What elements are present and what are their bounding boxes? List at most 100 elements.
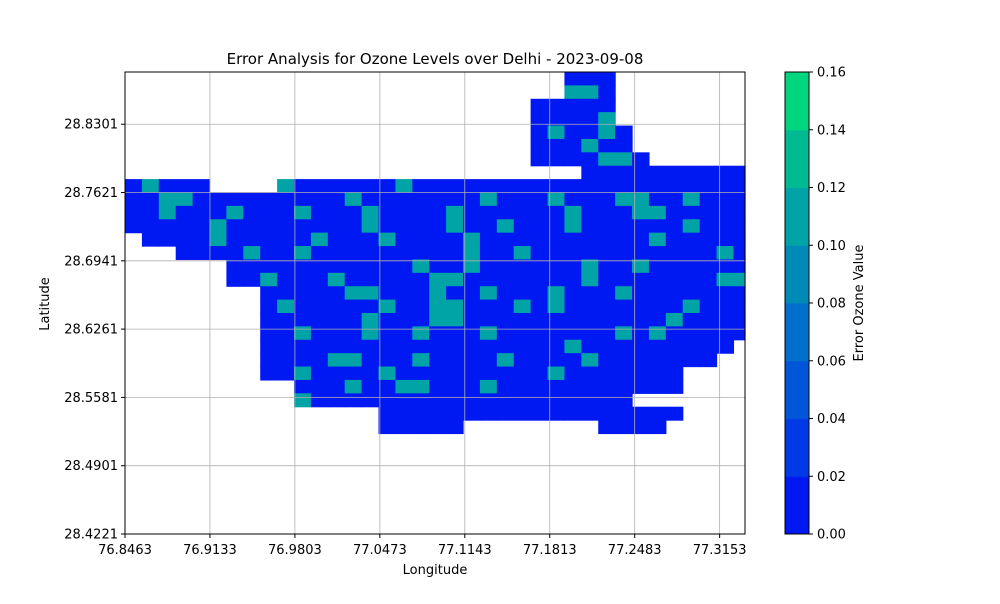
heatmap-cell bbox=[733, 232, 746, 247]
heatmap-cell bbox=[378, 339, 397, 354]
heatmap-cell bbox=[716, 192, 735, 207]
heatmap-cell bbox=[665, 326, 684, 341]
heatmap-cell bbox=[429, 299, 447, 314]
heatmap-cell bbox=[446, 326, 464, 341]
heatmap-cell bbox=[615, 179, 633, 194]
heatmap-cell bbox=[699, 192, 718, 207]
heatmap-cell bbox=[361, 232, 380, 247]
heatmap-cell bbox=[344, 366, 363, 381]
heatmap-cell bbox=[429, 379, 447, 394]
heatmap-cell bbox=[716, 326, 735, 341]
heatmap-cell bbox=[226, 259, 244, 274]
heatmap-cell bbox=[344, 326, 363, 341]
heatmap-cell bbox=[463, 219, 481, 234]
heatmap-cell bbox=[682, 326, 701, 341]
heatmap-cell bbox=[615, 192, 633, 207]
heatmap-cell bbox=[446, 353, 464, 368]
heatmap-cell bbox=[412, 219, 430, 234]
heatmap-cell bbox=[327, 219, 346, 234]
heatmap-cell bbox=[665, 312, 684, 327]
heatmap-cell bbox=[530, 326, 549, 341]
heatmap-cell bbox=[648, 246, 667, 261]
heatmap-cell bbox=[446, 205, 464, 220]
heatmap-cell bbox=[547, 353, 566, 368]
heatmap-cell bbox=[277, 366, 295, 381]
heatmap-cell bbox=[513, 312, 532, 327]
colorbar-segment bbox=[785, 476, 809, 535]
heatmap-cell bbox=[125, 192, 143, 207]
heatmap-cell bbox=[429, 393, 447, 408]
heatmap-cell bbox=[564, 286, 582, 301]
heatmap-cell bbox=[598, 246, 616, 261]
heatmap-cell bbox=[632, 366, 650, 381]
heatmap-cell bbox=[412, 192, 430, 207]
heatmap-cell bbox=[699, 353, 718, 368]
heatmap-cell bbox=[310, 299, 329, 314]
heatmap-cell bbox=[158, 192, 177, 207]
heatmap-cell bbox=[446, 179, 464, 194]
heatmap-cell bbox=[310, 219, 329, 234]
heatmap-cell bbox=[665, 272, 684, 287]
heatmap-cell bbox=[294, 286, 312, 301]
heatmap-cell bbox=[564, 125, 582, 140]
heatmap-cell bbox=[496, 205, 515, 220]
heatmap-cell bbox=[733, 312, 746, 327]
heatmap-cell bbox=[530, 232, 549, 247]
heatmap-cell bbox=[682, 192, 701, 207]
heatmap-cell bbox=[530, 366, 549, 381]
heatmap-cell bbox=[530, 379, 549, 394]
heatmap-cell bbox=[598, 232, 616, 247]
heatmap-cell bbox=[716, 299, 735, 314]
heatmap-cell bbox=[141, 219, 160, 234]
heatmap-cell bbox=[209, 219, 228, 234]
heatmap-cell bbox=[665, 192, 684, 207]
heatmap-cell bbox=[294, 366, 312, 381]
heatmap-cell bbox=[243, 259, 261, 274]
heatmap-cell bbox=[615, 339, 633, 354]
heatmap-cell bbox=[699, 299, 718, 314]
heatmap-cell bbox=[327, 353, 346, 368]
heatmap-cell bbox=[310, 393, 329, 408]
heatmap-cell bbox=[446, 246, 464, 261]
heatmap-cell bbox=[361, 312, 380, 327]
heatmap-cell bbox=[412, 379, 430, 394]
heatmap-cell bbox=[716, 312, 735, 327]
heatmap-cell bbox=[632, 232, 650, 247]
heatmap-cell bbox=[615, 366, 633, 381]
heatmap-cell bbox=[479, 259, 498, 274]
heatmap-cell bbox=[463, 205, 481, 220]
heatmap-cell bbox=[125, 205, 143, 220]
heatmap-cell bbox=[530, 125, 549, 140]
colorbar-label: Error Ozone Value bbox=[852, 245, 867, 362]
heatmap-cell bbox=[598, 379, 616, 394]
heatmap-cell bbox=[581, 232, 599, 247]
heatmap-cell bbox=[581, 286, 599, 301]
heatmap-cell bbox=[513, 326, 532, 341]
heatmap-cell bbox=[344, 272, 363, 287]
colorbar-tick-label: 0.10 bbox=[817, 239, 846, 254]
heatmap-cell bbox=[615, 272, 633, 287]
heatmap-cell bbox=[327, 259, 346, 274]
heatmap-cell bbox=[581, 393, 599, 408]
heatmap-cell bbox=[716, 246, 735, 261]
heatmap-cell bbox=[682, 205, 701, 220]
heatmap-cell bbox=[530, 286, 549, 301]
heatmap-cell bbox=[327, 272, 346, 287]
heatmap-cell bbox=[615, 125, 633, 140]
heatmap-cell bbox=[446, 406, 464, 421]
heatmap-cell bbox=[496, 192, 515, 207]
heatmap-cell bbox=[344, 353, 363, 368]
heatmap-cell bbox=[530, 152, 549, 167]
heatmap-cell bbox=[479, 379, 498, 394]
heatmap-cell bbox=[446, 232, 464, 247]
heatmap-cell bbox=[615, 312, 633, 327]
heatmap-cell bbox=[530, 138, 549, 153]
heatmap-cell bbox=[496, 219, 515, 234]
heatmap-cell bbox=[344, 339, 363, 354]
heatmap-cell bbox=[632, 312, 650, 327]
heatmap-cell bbox=[378, 299, 397, 314]
heatmap-cell bbox=[632, 353, 650, 368]
heatmap-cell bbox=[648, 205, 667, 220]
heatmap-cell bbox=[648, 379, 667, 394]
heatmap-cell bbox=[564, 353, 582, 368]
